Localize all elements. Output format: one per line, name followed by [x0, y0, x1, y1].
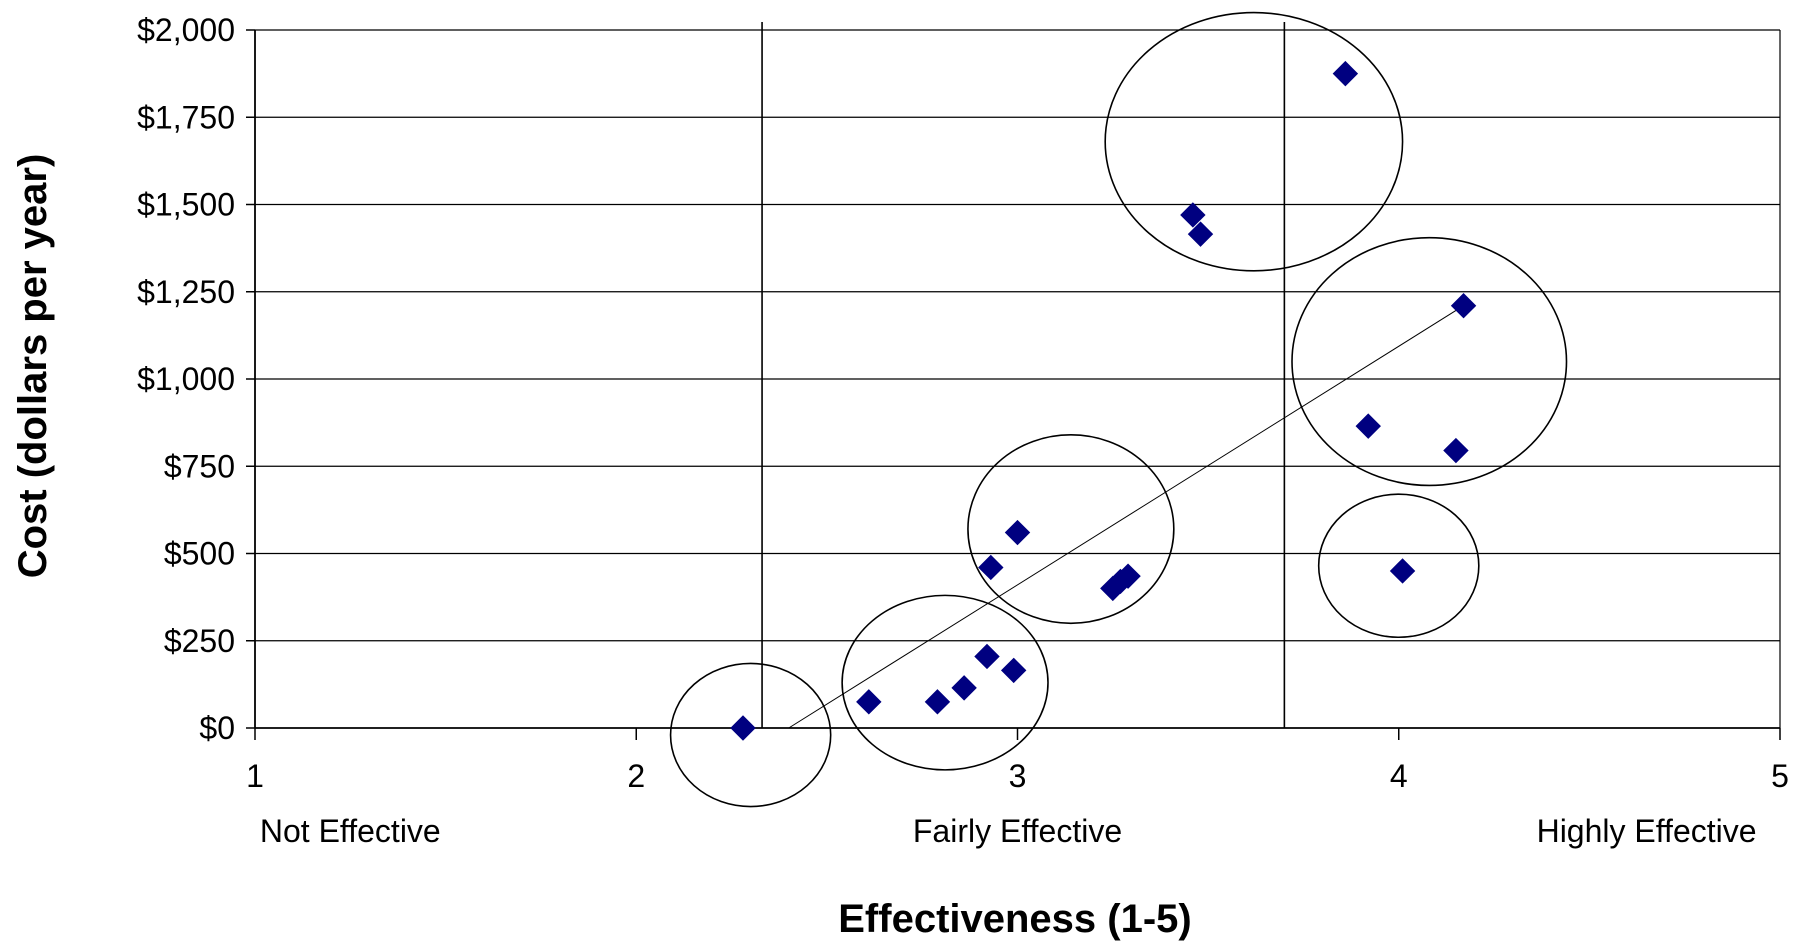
x-tick-label: 3 [1009, 758, 1027, 794]
data-point-layer [730, 60, 1477, 741]
x-tick-label: 5 [1771, 758, 1789, 794]
trendline [788, 305, 1464, 729]
tick-label-layer: $0 $250 $500 $750 $1,000 $1,250 $1,500 $1,750 $2… [137, 12, 1789, 849]
y-tick-label: $0 [199, 710, 235, 746]
y-tick-label: $1,000 [137, 361, 235, 397]
y-tick-label: $2,000 [137, 12, 235, 48]
data-point-marker [1000, 657, 1027, 684]
cluster-ellipse [1317, 493, 1480, 639]
data-point-marker [1332, 60, 1359, 87]
data-point-marker [978, 554, 1004, 581]
cluster-ellipse [1291, 236, 1568, 487]
category-label: Not Effective [260, 813, 441, 849]
x-tick-label: 1 [246, 758, 264, 794]
y-tick-label: $1,250 [137, 274, 235, 310]
data-point-marker [730, 715, 756, 741]
data-point-marker [1443, 437, 1469, 464]
cluster-ellipse [967, 434, 1175, 625]
y-axis-title: Cost (dollars per year) [11, 154, 55, 579]
divider-layer [761, 22, 1286, 728]
x-tick-label: 4 [1390, 758, 1408, 794]
y-tick-label: $1,500 [137, 187, 235, 223]
category-label: Fairly Effective [913, 813, 1122, 849]
data-point-marker [924, 689, 951, 715]
data-point-marker [1355, 413, 1381, 439]
data-point-marker [951, 675, 977, 701]
category-label: Highly Effective [1537, 813, 1757, 849]
cluster-ellipse-layer [669, 11, 1568, 808]
data-point-marker [1450, 293, 1477, 319]
trendline-layer [788, 305, 1464, 729]
data-point-marker [1389, 558, 1416, 584]
y-tick-label: $500 [164, 536, 235, 572]
y-tick-label: $250 [164, 623, 235, 659]
data-point-marker [1115, 563, 1141, 589]
cluster-ellipse [1104, 11, 1404, 272]
data-point-marker [1004, 519, 1031, 546]
data-point-marker [856, 689, 882, 715]
x-tick-label: 2 [627, 758, 645, 794]
x-axis-title: Effectiveness (1-5) [838, 897, 1191, 941]
cluster-ellipse [841, 594, 1049, 771]
axes-layer [246, 29, 1781, 740]
data-point-marker [1187, 221, 1214, 247]
data-point-marker [1180, 202, 1206, 228]
data-point-marker [974, 643, 1000, 670]
y-tick-label: $750 [164, 448, 235, 484]
cluster-ellipse [669, 662, 832, 808]
grid-layer [255, 29, 1781, 728]
y-tick-label: $1,750 [137, 99, 235, 135]
